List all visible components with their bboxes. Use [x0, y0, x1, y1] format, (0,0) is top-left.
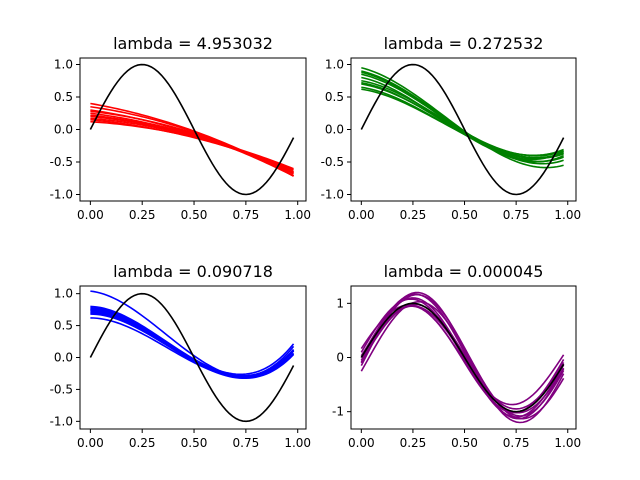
y-tick-label: -0.5	[50, 155, 73, 169]
y-tick-label: 1.0	[325, 58, 344, 72]
y-tick-label: 0.5	[54, 319, 73, 333]
fit-line-5	[90, 310, 295, 380]
y-tick-label: -1.0	[321, 188, 344, 202]
fit-line-8	[360, 300, 565, 420]
subplot-1: lambda = 4.953032 0.00 0.25 0.50 0.75 1.00 1.0…	[50, 34, 311, 222]
x-tick-label: 0.25	[400, 208, 427, 222]
x-tick-label: 1.00	[284, 436, 311, 450]
x-tick-label: 0.25	[129, 208, 156, 222]
fit-line-10	[90, 308, 295, 378]
subplot-title: lambda = 0.272532	[384, 34, 544, 53]
fit-line-8	[361, 71, 564, 163]
y-tick-label: -1.0	[50, 414, 73, 428]
fit-line-10	[90, 105, 294, 177]
x-tick-label: 0.75	[233, 208, 260, 222]
fit-line-5	[361, 83, 564, 157]
axes-frame	[79, 285, 307, 430]
series-group	[360, 291, 565, 424]
fit-line-8	[90, 317, 295, 379]
x-tick-label: 0.00	[348, 208, 375, 222]
fit-line-3	[361, 73, 564, 163]
fit-line-10	[361, 86, 564, 159]
subplot-3: lambda = 0.090718 0.00 0.25 0.50 0.75 1.00 1.0…	[50, 262, 311, 450]
y-tick-label: 1	[336, 296, 344, 310]
x-tick-label: 0.25	[400, 436, 427, 450]
x-tick-label: 0.00	[348, 436, 375, 450]
fit-line-8	[90, 118, 294, 171]
y-tick-label: -1	[332, 405, 344, 419]
fit-line-6	[90, 312, 295, 377]
fit-line-9	[90, 120, 294, 170]
x-tick-label: 0.50	[451, 208, 478, 222]
x-tick-label: 0.25	[129, 436, 156, 450]
x-tick-label: 0.75	[233, 436, 260, 450]
x-tick-label: 0.50	[181, 208, 208, 222]
y-tick-label: -0.5	[50, 382, 73, 396]
y-tick-label: 0.0	[54, 123, 73, 137]
subplot-2: lambda = 0.272532 0.00 0.25 0.50 0.75 1.00 1.0…	[321, 34, 582, 222]
y-tick-label: 0.0	[54, 351, 73, 365]
y-tick-label: 0.5	[325, 90, 344, 104]
x-tick-label: 0.00	[77, 436, 104, 450]
y-tick-label: 1.0	[54, 58, 73, 72]
true-function-line	[89, 63, 295, 196]
true-function-line	[89, 292, 295, 423]
x-tick-label: 0.00	[77, 208, 104, 222]
fit-line-1	[90, 290, 295, 378]
y-tick-label: 0	[336, 351, 344, 365]
subplot-4: lambda = 0.000045 0.00 0.25 0.50 0.75 1.00 1 0 -…	[332, 262, 581, 450]
y-tick-label: 0.0	[325, 123, 344, 137]
axes-frame	[350, 285, 577, 430]
y-tick-label: -1.0	[50, 188, 73, 202]
x-tick-label: 0.75	[503, 208, 530, 222]
x-tick-label: 0.50	[451, 436, 478, 450]
x-tick-label: 0.75	[503, 436, 530, 450]
subplot-title: lambda = 0.090718	[113, 262, 273, 281]
x-tick-label: 1.00	[554, 436, 581, 450]
x-tick-label: 0.50	[181, 436, 208, 450]
x-tick-label: 1.00	[284, 208, 311, 222]
axes-frame	[79, 57, 307, 202]
subplot-title: lambda = 0.000045	[384, 262, 544, 281]
axes-frame	[350, 57, 577, 202]
true-function-line	[360, 302, 565, 413]
series-group	[89, 63, 295, 196]
subplot-title: lambda = 4.953032	[113, 34, 273, 53]
true-function-line	[360, 63, 565, 196]
fit-line-10	[360, 293, 565, 417]
series-group	[360, 63, 565, 196]
y-tick-label: -0.5	[321, 155, 344, 169]
x-tick-label: 1.00	[554, 208, 581, 222]
y-tick-label: 1.0	[54, 287, 73, 301]
series-group	[89, 290, 295, 423]
fit-line-9	[361, 81, 564, 160]
fit-line-6	[361, 88, 564, 157]
y-tick-label: 0.5	[54, 90, 73, 104]
